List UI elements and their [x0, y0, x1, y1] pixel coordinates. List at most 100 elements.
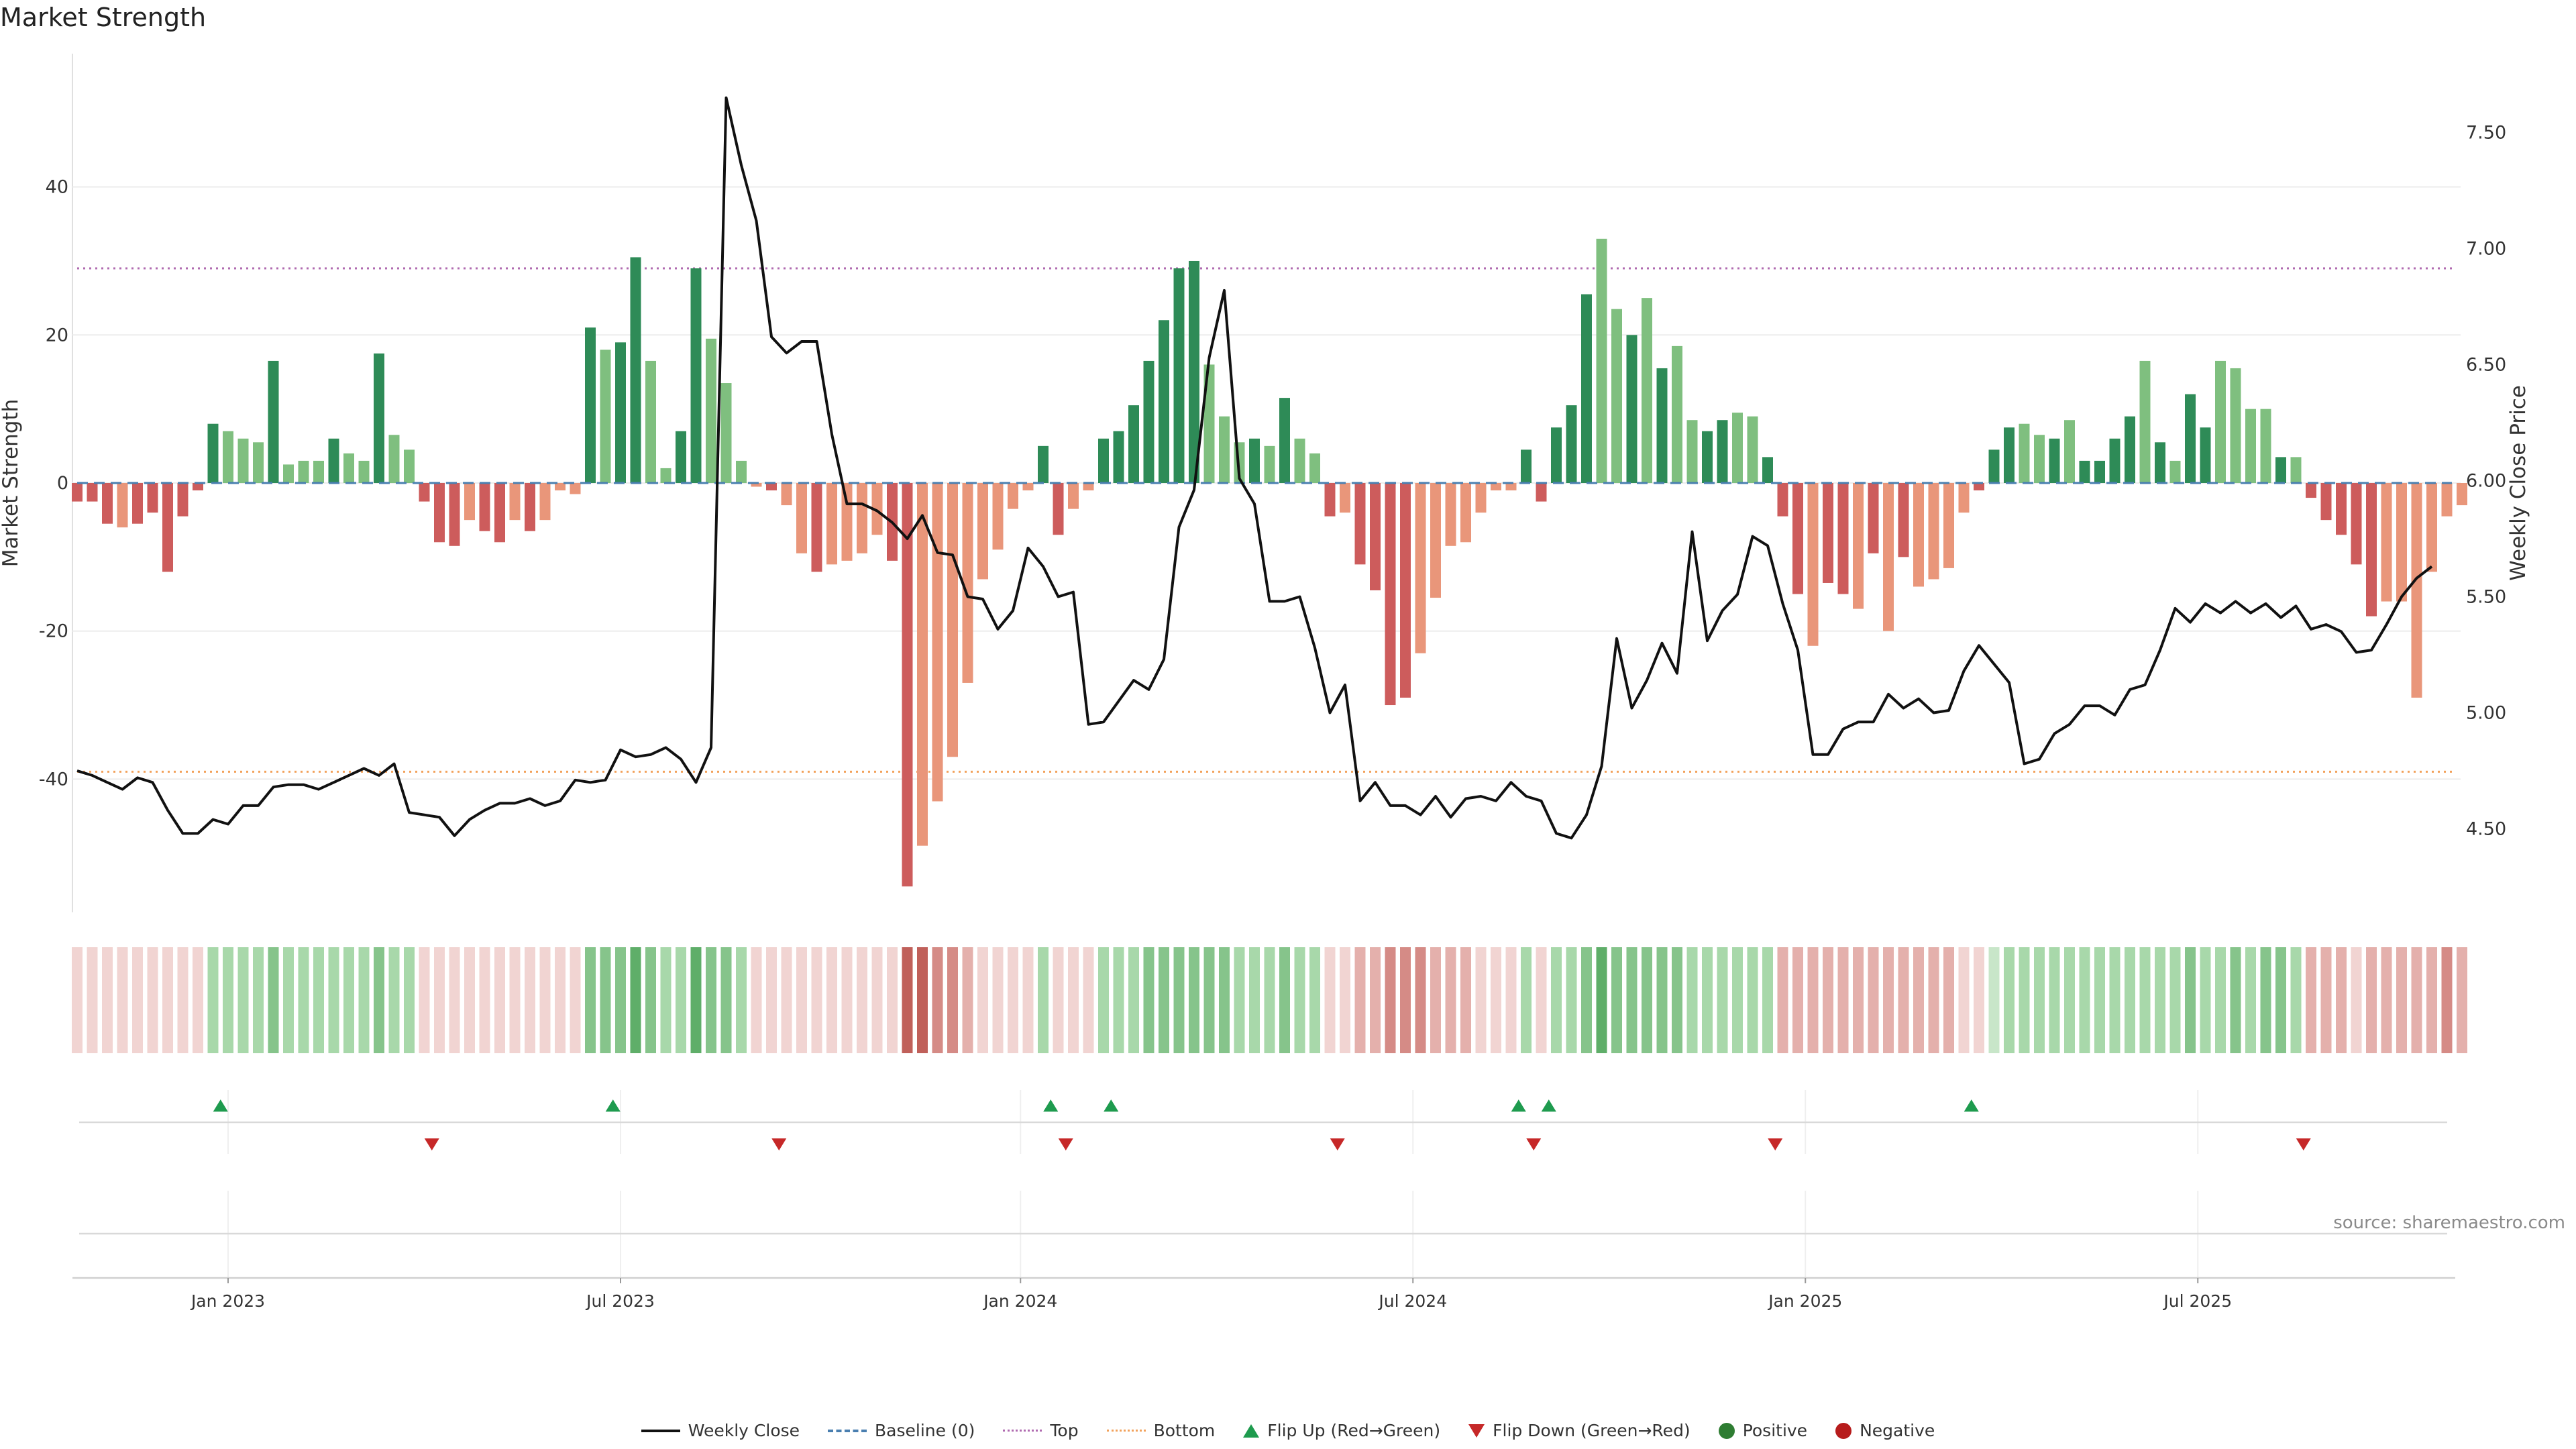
strength-bar	[162, 483, 173, 572]
heat-cell	[1415, 947, 1426, 1053]
heat-cell	[358, 947, 370, 1053]
chart-title: Market Strength	[0, 3, 207, 32]
strength-bar	[1068, 483, 1079, 509]
strength-bar	[132, 483, 143, 524]
strength-bar	[374, 353, 384, 483]
heat-cell	[1189, 947, 1199, 1053]
heat-cell	[1581, 947, 1592, 1053]
y-left-tick-label: 40	[46, 177, 68, 198]
heat-cell	[177, 947, 189, 1053]
heat-cell	[509, 947, 521, 1053]
strength-bar	[1324, 483, 1336, 517]
heat-cell	[841, 947, 853, 1053]
x-tick-label: Jul 2024	[1377, 1291, 1447, 1311]
strength-bar	[1686, 420, 1698, 483]
heat-cell	[902, 947, 913, 1053]
heat-cell	[2290, 947, 2302, 1053]
heat-cell	[2230, 947, 2241, 1053]
strength-bar	[1098, 438, 1109, 483]
heat-cell	[1022, 947, 1034, 1053]
heat-cell	[2034, 947, 2045, 1053]
heat-cell	[1521, 947, 1532, 1053]
heat-cell	[1717, 947, 1728, 1053]
strength-bar	[2441, 483, 2453, 517]
heat-cell	[1566, 947, 1577, 1053]
heat-cell	[87, 947, 98, 1053]
heat-cell	[1656, 947, 1668, 1053]
strength-bar	[2004, 427, 2015, 483]
heat-cell	[494, 947, 505, 1053]
heat-cell	[374, 947, 384, 1053]
heat-cell	[1853, 947, 1864, 1053]
strength-bar	[434, 483, 445, 543]
legend-baseline: Baseline (0)	[828, 1421, 975, 1440]
heat-cell	[1309, 947, 1320, 1053]
strength-bar	[1385, 483, 1396, 706]
strength-bar	[2019, 423, 2030, 483]
strength-bar	[2306, 483, 2316, 498]
heat-cell	[2441, 947, 2453, 1053]
strength-bar	[1491, 483, 1501, 491]
heat-cell	[2125, 947, 2135, 1053]
strength-bar	[2366, 483, 2377, 616]
strength-bar	[1475, 483, 1487, 513]
strength-bar	[857, 483, 867, 553]
strength-bar	[2215, 360, 2226, 483]
heat-cell	[2306, 947, 2316, 1053]
legend-flip-down: Flip Down (Green→Red)	[1468, 1421, 1690, 1440]
strength-bar	[720, 383, 732, 483]
heat-cell	[2185, 947, 2196, 1053]
strength-bar	[479, 483, 490, 531]
heat-cell	[871, 947, 883, 1053]
strength-bar	[645, 360, 656, 483]
heat-cell	[2049, 947, 2060, 1053]
heat-cell	[1460, 947, 1471, 1053]
heat-cell	[419, 947, 430, 1053]
heat-cell	[449, 947, 460, 1053]
strength-bar	[2457, 483, 2467, 506]
strength-bar	[2125, 416, 2135, 483]
heat-cell	[147, 947, 158, 1053]
strength-bar	[1022, 483, 1034, 491]
strength-bar	[676, 431, 686, 483]
flip-up-marker	[213, 1099, 228, 1112]
strength-bar	[87, 483, 98, 502]
y-right-tick-label: 6.50	[2466, 355, 2506, 376]
strength-bar	[1415, 483, 1426, 653]
strength-bar	[826, 483, 837, 565]
heat-cell	[1143, 947, 1155, 1053]
heat-cell	[1732, 947, 1743, 1053]
strength-bar	[404, 449, 415, 483]
source-label: source: sharemaestro.com	[2333, 1213, 2565, 1233]
flip-down-marker	[424, 1138, 439, 1150]
strength-bar	[1777, 483, 1788, 517]
strength-bar	[2079, 460, 2090, 483]
strength-bar	[1203, 364, 1215, 483]
strength-bar	[2396, 483, 2407, 602]
heat-cell	[1234, 947, 1245, 1053]
heat-cell	[313, 947, 324, 1053]
y-right-tick-label: 7.00	[2466, 239, 2506, 260]
heat-cell	[268, 947, 279, 1053]
strength-bar	[2351, 483, 2362, 565]
strength-bar	[72, 483, 83, 502]
heat-cell	[1159, 947, 1169, 1053]
strength-bar	[102, 483, 113, 524]
heat-cell	[1868, 947, 1879, 1053]
legend: Weekly Close Baseline (0) Top Bottom Fli…	[0, 1421, 2576, 1440]
strength-bar	[1083, 483, 1094, 491]
legend-top: Top	[1003, 1421, 1079, 1440]
heat-cell	[1128, 947, 1139, 1053]
heat-cell	[2381, 947, 2392, 1053]
heat-cell	[1974, 947, 1984, 1053]
strength-bar	[1053, 483, 1064, 535]
strength-bar	[2049, 438, 2060, 483]
strength-bar	[2381, 483, 2392, 602]
strength-bar	[1702, 431, 1713, 483]
strength-bar	[2094, 460, 2105, 483]
heat-cell	[1536, 947, 1547, 1053]
legend-flip-down-label: Flip Down (Green→Red)	[1493, 1421, 1690, 1440]
strength-bar	[2275, 457, 2286, 483]
positive-dot-icon	[1718, 1422, 1735, 1439]
heat-cell	[1672, 947, 1682, 1053]
